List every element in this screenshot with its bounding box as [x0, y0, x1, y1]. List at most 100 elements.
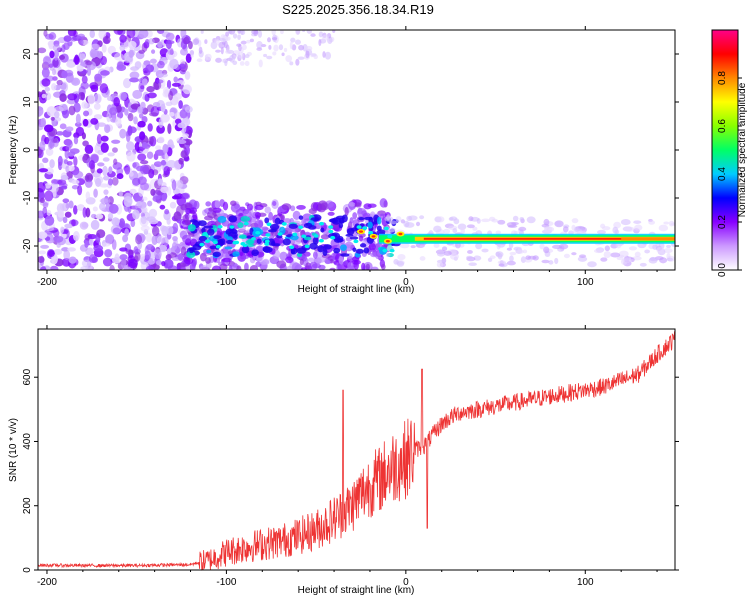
spectrogram-cell — [67, 247, 76, 252]
spectrogram-cell — [102, 165, 108, 177]
spectrogram-cell — [44, 215, 55, 226]
spectrogram-cell — [166, 160, 177, 169]
spectrogram-cell — [112, 227, 121, 235]
spectrogram-cell — [184, 219, 191, 226]
track-peak-core — [358, 230, 363, 233]
spectrogram-cell — [600, 257, 608, 262]
spectrogram-cell — [395, 216, 402, 223]
spectrogram-cell — [62, 109, 70, 119]
spectrogram-cell — [140, 215, 147, 225]
spectrogram-cell — [187, 40, 193, 50]
spectrogram-cell — [518, 226, 527, 232]
spectrogram-cell — [160, 186, 169, 194]
track-cell — [234, 240, 240, 245]
spectrogram-cell — [104, 249, 113, 258]
spectrogram-cell — [49, 159, 55, 169]
spectrogram-cell — [400, 219, 406, 224]
spectrogram-cell — [38, 231, 48, 240]
spectrogram-cell — [52, 187, 57, 198]
spectrogram-cell — [254, 204, 264, 211]
spectrogram-cell — [571, 218, 579, 224]
spectrogram-cell — [155, 79, 164, 84]
spectrogram-cell — [379, 198, 388, 208]
spectrogram-cell — [217, 215, 227, 223]
spectrogram-cell — [79, 221, 89, 230]
spectrogram-cell — [96, 133, 102, 145]
spectrogram-cell — [147, 123, 153, 132]
spectrogram-cell — [297, 56, 305, 60]
spectrogram-cell — [43, 124, 54, 133]
spectrogram-cell — [71, 185, 79, 190]
spectrogram-cell — [353, 260, 359, 270]
spectrogram-cell — [309, 261, 318, 270]
spectrogram-cell — [232, 251, 240, 257]
spectrogram-cell — [506, 260, 516, 266]
spectrogram-cell — [453, 218, 460, 225]
spectrogram-cell — [358, 235, 364, 242]
spectrogram-cell — [77, 33, 85, 39]
spectrogram-cell — [138, 112, 144, 119]
spectrogram-cell — [68, 151, 76, 156]
spectrogram-cell — [656, 246, 665, 254]
spectrogram-cell — [90, 117, 99, 125]
spectrogram-cell — [511, 222, 519, 226]
spectrogram-cell — [213, 235, 222, 240]
spectrogram-cell — [146, 86, 155, 93]
spectrogram-cell — [262, 246, 273, 253]
spectrogram-cell — [497, 219, 506, 225]
spectrogram-cell — [307, 257, 315, 262]
spectrogram-cell — [571, 252, 577, 256]
spectrogram-cell — [53, 235, 64, 243]
spectrogram-cell — [56, 203, 65, 214]
spectrogram-cell — [237, 51, 244, 59]
spectrogram-cell — [81, 101, 88, 109]
track-cell — [266, 222, 272, 227]
spectrogram-cell — [295, 30, 301, 36]
spectrogram-cell — [105, 234, 115, 245]
spectrogram-cell — [261, 226, 269, 231]
spectrogram-cell — [305, 45, 313, 52]
spectrogram-cell — [174, 92, 183, 100]
spectrogram-cell — [212, 251, 221, 258]
spectrogram-cell — [140, 225, 150, 232]
spectrogram-cell — [168, 90, 174, 101]
spectrogram-cell — [205, 257, 211, 264]
spectrogram-cell — [102, 35, 111, 45]
spectrogram-cell — [150, 58, 157, 64]
track-core — [423, 237, 675, 240]
spectrogram-cell — [90, 219, 100, 230]
spectrogram-cell — [367, 221, 373, 229]
spectrogram-cell — [60, 174, 69, 181]
spectrogram-cell — [186, 251, 196, 259]
track-cell — [328, 229, 334, 234]
spectrogram-cell — [133, 116, 138, 125]
spectrogram-cell — [166, 248, 172, 254]
spectrogram-cell — [41, 93, 47, 99]
spectrogram-cell — [554, 257, 559, 265]
spectrogram-cell — [38, 181, 46, 193]
spectrogram-cell — [119, 91, 128, 101]
spectrogram-cell — [554, 221, 561, 227]
x-tick-label: -200 — [37, 277, 57, 288]
spectrogram-cell — [167, 47, 174, 55]
spectrogram-cell — [113, 158, 118, 165]
spectrogram-cell — [291, 262, 302, 270]
spectrogram-cell — [349, 217, 354, 224]
spectrogram-cell — [467, 250, 473, 254]
spectrogram-cell — [113, 52, 124, 61]
spectrogram-cell — [151, 225, 160, 237]
spectrogram-cell — [368, 243, 376, 251]
spectrogram-cell — [317, 200, 328, 211]
y-tick-label: 20 — [22, 48, 33, 60]
spectrogram-cell — [126, 30, 136, 39]
spectrogram-cell — [172, 222, 179, 234]
spectrogram-cell — [328, 218, 336, 223]
spectrogram-cell — [62, 216, 68, 224]
spectrogram-cell — [61, 232, 67, 239]
spectrogram-cell — [145, 64, 155, 73]
spectrogram-cell — [100, 70, 110, 76]
spectrogram-cell — [285, 55, 293, 63]
spectrogram-cell — [519, 216, 525, 221]
spectrogram-cell — [185, 53, 192, 64]
